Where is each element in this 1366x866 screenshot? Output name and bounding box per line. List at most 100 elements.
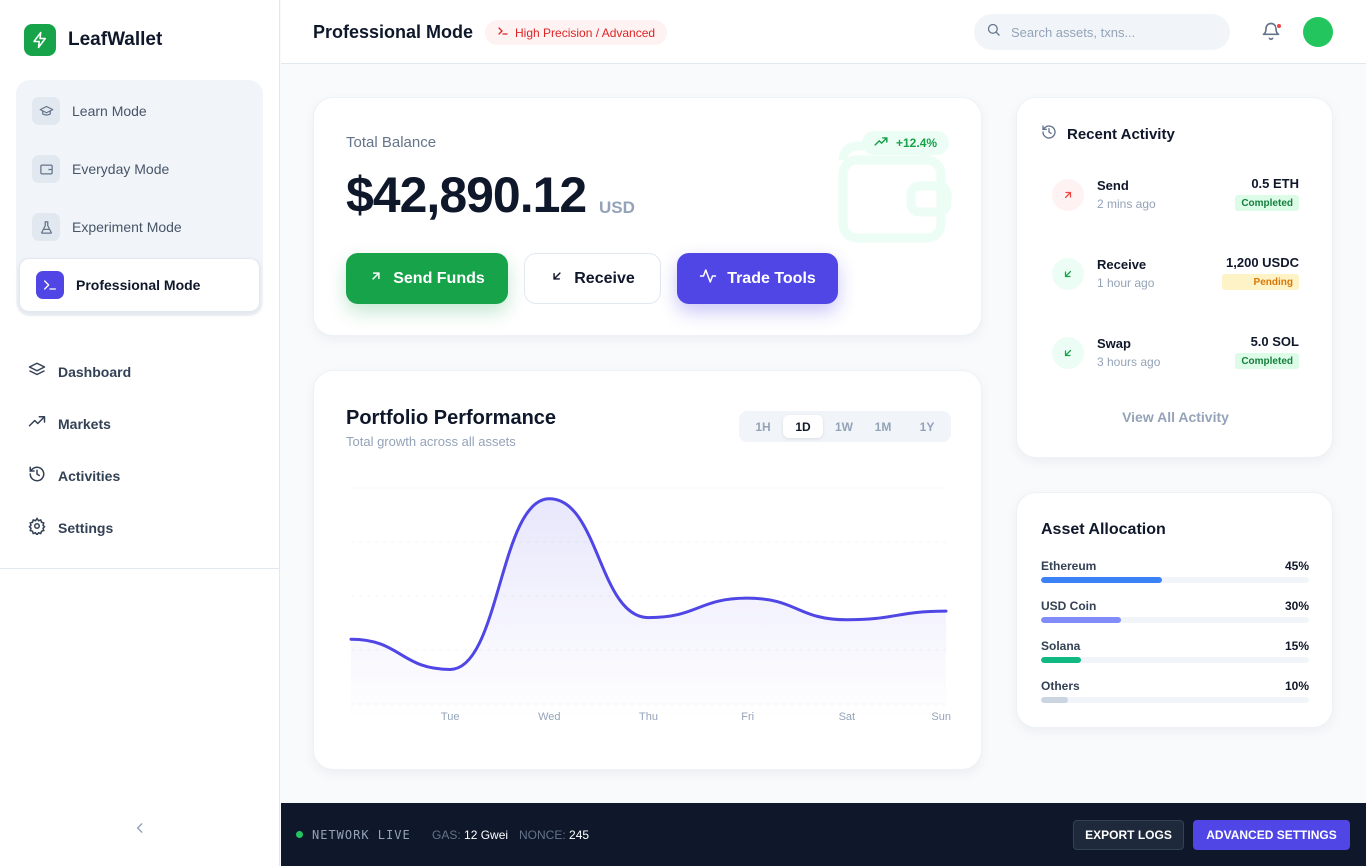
allocation-bar xyxy=(1041,617,1309,623)
range-button-1y[interactable]: 1Y xyxy=(919,419,935,434)
lightning-logo-icon xyxy=(24,24,56,56)
performance-chart: Tue Wed Thu Fri Sat Sun xyxy=(349,487,951,723)
allocation-bar-fill xyxy=(1041,697,1068,703)
allocation-row: Ethereum 45% xyxy=(1041,559,1309,591)
layers-icon xyxy=(28,361,46,382)
network-status: NETWORK LIVE xyxy=(312,828,411,842)
activity-name: Send xyxy=(1097,178,1129,193)
bell-icon xyxy=(1261,22,1281,45)
mode-item-experiment[interactable]: Experiment Mode xyxy=(16,201,238,253)
recent-activity-title: Recent Activity xyxy=(1067,125,1175,143)
allocation-percent: 10% xyxy=(1284,679,1309,693)
mode-item-learn[interactable]: Learn Mode xyxy=(16,85,238,137)
activity-item[interactable]: Swap 3 hours ago 5.0 SOL Completed xyxy=(1052,334,1299,374)
range-button-1m[interactable]: 1M xyxy=(874,419,892,434)
trade-tools-button[interactable]: Trade Tools xyxy=(677,253,838,304)
x-tick-label: Sun xyxy=(931,711,951,723)
search-input[interactable] xyxy=(1011,24,1211,40)
recent-activity-heading: Recent Activity xyxy=(1041,124,1175,144)
nonce-label: NONCE: xyxy=(519,828,566,842)
balance-change-badge: +12.4% xyxy=(862,131,950,155)
graduation-cap-icon xyxy=(32,97,60,125)
nav-label: Markets xyxy=(58,415,111,432)
wallet-icon xyxy=(32,155,60,183)
x-tick-label: Wed xyxy=(538,711,560,723)
range-button-1d[interactable]: 1D xyxy=(783,415,823,438)
status-footer: NETWORK LIVE GAS: 12 Gwei NONCE: 245 EXP… xyxy=(281,803,1366,866)
chart-area-fill xyxy=(351,498,946,719)
range-button-1w[interactable]: 1W xyxy=(835,419,853,434)
gas-readout: GAS: 12 Gwei xyxy=(432,828,508,842)
flask-icon xyxy=(32,213,60,241)
avatar[interactable] xyxy=(1303,17,1333,47)
terminal-icon xyxy=(497,25,509,40)
notification-dot xyxy=(1276,23,1282,29)
allocation-percent: 15% xyxy=(1284,639,1309,653)
range-button-1h[interactable]: 1H xyxy=(755,419,771,434)
recent-activity-card: Recent Activity Send 2 mins ago 0.5 ETH … xyxy=(1016,97,1333,458)
nav-item-activities[interactable]: Activities xyxy=(28,465,120,486)
balance-amount: $42,890.12 xyxy=(346,167,587,223)
mode-label: Learn Mode xyxy=(72,103,147,119)
trending-up-icon xyxy=(874,135,888,152)
mode-item-everyday[interactable]: Everyday Mode xyxy=(16,143,238,195)
terminal-icon xyxy=(36,271,64,299)
activity-item[interactable]: Receive 1 hour ago 1,200 USDC Pending xyxy=(1052,255,1299,295)
precision-badge: High Precision / Advanced xyxy=(485,20,668,45)
balance-change-value: +12.4% xyxy=(896,136,938,150)
allocation-asset-name: Solana xyxy=(1041,639,1081,653)
nonce-value: 245 xyxy=(569,828,590,842)
brand[interactable]: LeafWallet xyxy=(24,24,162,56)
nav-item-dashboard[interactable]: Dashboard xyxy=(28,361,131,382)
allocation-asset-name: Others xyxy=(1041,679,1080,693)
collapse-sidebar-button[interactable] xyxy=(130,820,150,840)
notifications-button[interactable] xyxy=(1261,21,1283,43)
nav-item-settings[interactable]: Settings xyxy=(28,517,113,538)
x-tick-label: Sat xyxy=(839,711,856,723)
mode-label: Experiment Mode xyxy=(72,219,182,235)
nav-label: Activities xyxy=(58,467,121,484)
status-badge: Completed xyxy=(1235,195,1299,211)
allocation-asset-name: USD Coin xyxy=(1041,599,1097,613)
activity-item[interactable]: Send 2 mins ago 0.5 ETH Completed xyxy=(1052,176,1299,216)
brand-name: LeafWallet xyxy=(68,29,163,50)
allocation-bar-fill xyxy=(1041,617,1122,623)
gas-label: GAS: xyxy=(432,828,461,842)
allocation-bar xyxy=(1041,657,1309,663)
chart-subtitle: Total growth across all assets xyxy=(346,434,516,449)
x-tick-label: Fri xyxy=(741,711,754,723)
x-tick-label: Tue xyxy=(441,711,460,723)
advanced-settings-button[interactable]: ADVANCED SETTINGS xyxy=(1193,820,1350,850)
mode-item-professional[interactable]: Professional Mode xyxy=(19,258,260,312)
send-funds-label: Send Funds xyxy=(393,269,485,287)
activity-amount: 1,200 USDC xyxy=(1226,255,1299,270)
sidebar-divider xyxy=(0,568,280,569)
view-all-activity-link[interactable]: View All Activity xyxy=(1122,409,1229,425)
chart-title: Portfolio Performance xyxy=(346,407,557,429)
top-header: Professional Mode High Precision / Advan… xyxy=(281,0,1366,64)
chevron-left-icon xyxy=(133,821,147,840)
nav-label: Dashboard xyxy=(58,363,132,380)
export-logs-button[interactable]: EXPORT LOGS xyxy=(1073,820,1184,850)
activity-name: Receive xyxy=(1097,257,1147,272)
balance-card: +12.4% Total Balance $42,890.12 USD Send… xyxy=(313,97,982,336)
arrow-down-left-icon xyxy=(1052,337,1084,369)
portfolio-performance-card: Portfolio Performance Total growth acros… xyxy=(313,370,982,770)
nav-item-markets[interactable]: Markets xyxy=(28,413,111,434)
activity-amount: 5.0 SOL xyxy=(1250,334,1299,349)
search-bar[interactable] xyxy=(974,14,1230,50)
arrow-up-right-icon xyxy=(369,269,383,288)
wallet-watermark-icon xyxy=(835,134,953,251)
gas-value: 12 Gwei xyxy=(464,828,509,842)
send-funds-button[interactable]: Send Funds xyxy=(346,253,508,304)
activity-time: 1 hour ago xyxy=(1097,276,1155,290)
allocation-bar-fill xyxy=(1041,577,1162,583)
receive-button[interactable]: Receive xyxy=(524,253,661,304)
x-tick-label: Thu xyxy=(639,711,658,723)
allocation-bar xyxy=(1041,697,1309,703)
balance-currency: USD xyxy=(599,198,635,217)
chart-series-line xyxy=(349,497,948,671)
arrow-down-left-icon xyxy=(550,269,564,288)
mode-label: Everyday Mode xyxy=(72,161,170,177)
network-status-dot xyxy=(296,831,303,838)
